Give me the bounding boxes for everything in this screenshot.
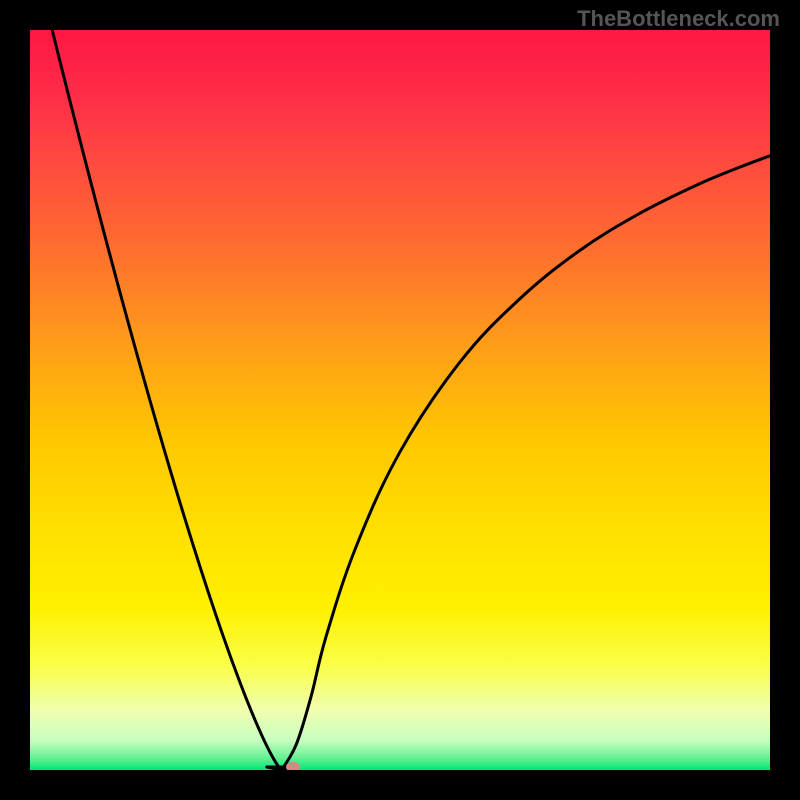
- curve-path: [52, 30, 770, 770]
- min-marker: [286, 762, 300, 770]
- chart-container: TheBottleneck.com: [0, 0, 800, 800]
- bottleneck-curve: [30, 30, 770, 770]
- watermark-text: TheBottleneck.com: [577, 6, 780, 32]
- plot-area: [30, 30, 770, 770]
